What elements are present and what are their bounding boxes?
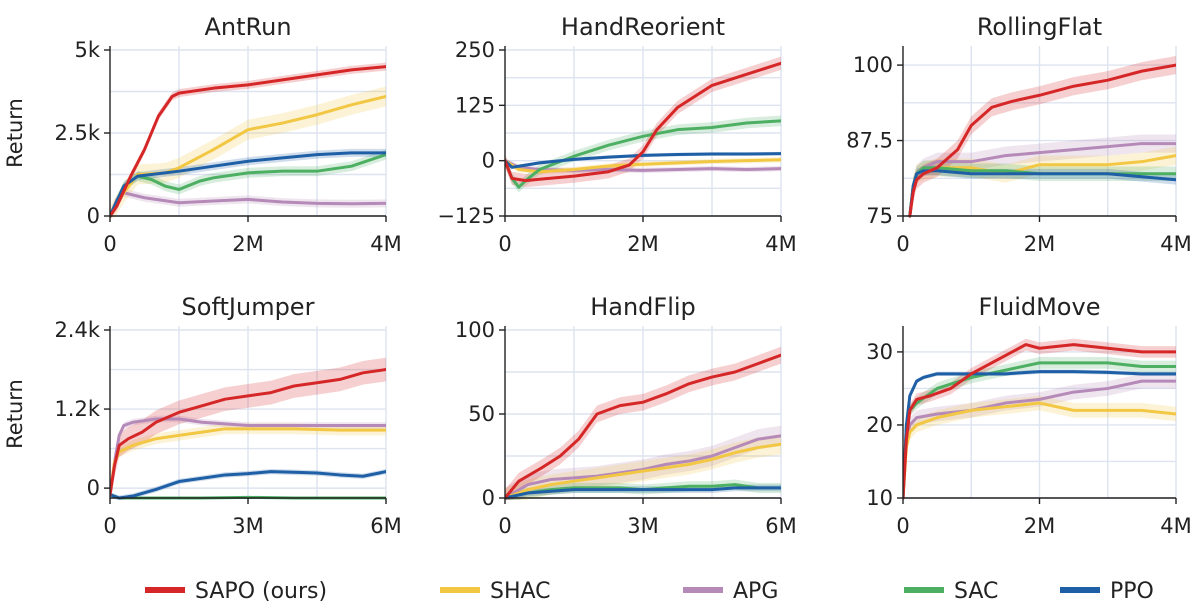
x-tick-label: 2M — [232, 232, 263, 256]
line-sapo-ours — [110, 65, 386, 218]
y-tick-label: −125 — [437, 204, 495, 228]
x-tick-label: 0 — [498, 232, 511, 256]
line-shac — [505, 442, 781, 500]
x-tick-label: 4M — [1160, 514, 1191, 538]
y-tick-label: 20 — [866, 413, 893, 437]
x-tick-label: 4M — [370, 232, 401, 256]
y-tick-label: 0 — [87, 204, 100, 228]
y-tick-label: 75 — [866, 204, 893, 228]
x-tick-label: 6M — [370, 514, 401, 538]
legend-label: SAPO (ours) — [195, 579, 327, 604]
line-sac — [505, 119, 781, 189]
x-tick-label: 2M — [1024, 232, 1055, 256]
band-sac — [903, 357, 1176, 500]
panel-title: RollingFlat — [977, 13, 1102, 41]
band-sapo-ours — [110, 357, 386, 500]
panel-antrun: 0 2.5k 5k 0 2M 4M AntRun Return — [3, 13, 402, 256]
panel-rollingflat: 75 87.5 100 0 2M 4M RollingFlat — [846, 13, 1192, 256]
y-tick-label: 87.5 — [846, 129, 893, 153]
panel-title: HandFlip — [590, 293, 696, 321]
panel-fluidmove: 10 20 30 0 2M 4M FluidMove — [866, 293, 1191, 538]
y-tick-label: 2.4k — [54, 318, 100, 342]
band-apg — [903, 373, 1176, 500]
y-tick-label: 125 — [455, 93, 495, 117]
x-tick-label: 3M — [627, 514, 658, 538]
y-tick-label: 250 — [455, 38, 495, 62]
legend-item-sac: SAC — [904, 579, 998, 604]
line-sapo-ours — [505, 61, 781, 183]
legend-item-sapo-ours: SAPO (ours) — [145, 579, 327, 604]
band-sac — [110, 149, 386, 218]
legend: SAPO (ours) SHAC APG SAC PPO — [145, 579, 1154, 604]
y-tick-label: 100 — [455, 318, 495, 342]
line-ppo — [110, 470, 386, 500]
x-tick-label: 0 — [103, 514, 116, 538]
legend-item-ppo: PPO — [1060, 579, 1154, 604]
panel-softjumper: 0 1.2k 2.4k 0 3M 6M SoftJumper Return — [3, 293, 402, 538]
x-tick-label: 4M — [765, 232, 796, 256]
y-tick-label: 2.5k — [54, 121, 100, 145]
panel-title: AntRun — [204, 13, 291, 41]
y-tick-label: 0 — [482, 149, 495, 173]
line-apg — [505, 159, 781, 172]
y-tick-label: 1.2k — [54, 397, 100, 421]
x-tick-label: 2M — [627, 232, 658, 256]
legend-label: SHAC — [490, 579, 551, 604]
line-ppo — [110, 151, 386, 218]
line-sapo-ours — [903, 343, 1176, 500]
x-tick-label: 0 — [896, 514, 909, 538]
y-tick-label: 30 — [866, 340, 893, 364]
legend-label: PPO — [1110, 579, 1154, 604]
legend-item-apg: APG — [683, 579, 778, 604]
y-axis-label: Return — [3, 379, 27, 449]
line-ppo — [505, 152, 781, 169]
band-shac — [110, 86, 386, 218]
y-tick-label: 50 — [468, 402, 495, 426]
band-sapo-ours — [505, 56, 781, 188]
band-sapo-ours — [505, 346, 781, 500]
line-sapo-ours — [505, 353, 781, 500]
legend-label: SAC — [954, 579, 998, 604]
line-sapo-ours — [110, 368, 386, 497]
band-apg — [110, 415, 386, 498]
y-tick-label: 0 — [87, 476, 100, 500]
line-apg — [505, 434, 781, 500]
line-sapo-ours — [908, 63, 1176, 218]
band-apg — [909, 134, 1176, 218]
y-tick-label: 0 — [482, 486, 495, 510]
line-shac — [903, 401, 1176, 500]
y-tick-label: 100 — [853, 53, 893, 77]
legend-item-shac: SHAC — [440, 579, 551, 604]
panel-title: FluidMove — [979, 293, 1101, 321]
panel-title: HandReorient — [561, 13, 725, 41]
y-tick-label: 10 — [866, 486, 893, 510]
line-ppo — [908, 169, 1176, 218]
x-tick-label: 6M — [765, 514, 796, 538]
x-tick-label: 3M — [232, 514, 263, 538]
band-shac — [505, 434, 781, 500]
line-apg — [110, 417, 386, 497]
x-tick-label: 2M — [1024, 514, 1055, 538]
x-tick-label: 0 — [103, 232, 116, 256]
line-ppo — [505, 486, 781, 500]
y-tick-label: 5k — [74, 38, 100, 62]
x-tick-label: 0 — [498, 514, 511, 538]
band-ppo — [110, 148, 386, 218]
panel-title: SoftJumper — [182, 293, 315, 321]
band-sapo-ours — [903, 338, 1176, 500]
panel-handflip: 0 50 100 0 3M 6M HandFlip — [455, 293, 797, 538]
x-tick-label: 4M — [1160, 232, 1191, 256]
x-tick-label: 0 — [896, 232, 909, 256]
y-axis-label: Return — [3, 98, 27, 168]
band-shac — [903, 395, 1176, 500]
legend-label: APG — [733, 579, 778, 604]
